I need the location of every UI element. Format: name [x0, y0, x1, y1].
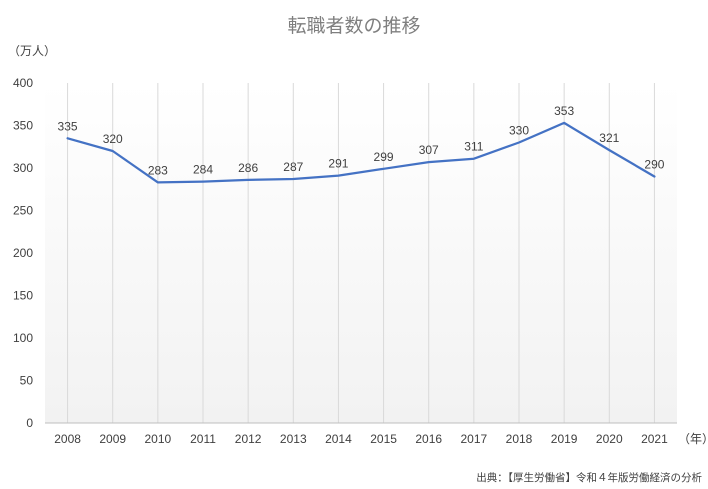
data-label: 320: [103, 132, 123, 146]
data-label: 290: [644, 158, 664, 172]
y-tick-label: 150: [13, 289, 33, 303]
data-label: 283: [148, 163, 168, 177]
data-label: 307: [419, 143, 439, 157]
x-tick-label: 2019: [551, 432, 578, 446]
y-tick-label: 350: [13, 119, 33, 133]
x-axis-unit-label: （年）: [678, 432, 708, 446]
y-tick-label: 100: [13, 331, 33, 345]
plot-background: [45, 83, 677, 423]
series-line: [66, 121, 656, 184]
x-tick-label: 2021: [641, 432, 668, 446]
data-label: 284: [193, 163, 213, 177]
data-label: 330: [509, 124, 529, 138]
x-tick-label: 2017: [461, 432, 488, 446]
x-tick-label: 2010: [145, 432, 172, 446]
x-tick-label: 2009: [99, 432, 126, 446]
source-note: 出典：【厚生労働省】令和４年版労働経済の分析: [476, 471, 702, 484]
y-tick-label: 250: [13, 204, 33, 218]
x-tick-label: 2015: [370, 432, 397, 446]
data-label: 286: [238, 161, 258, 175]
x-tick-label: 2020: [596, 432, 623, 446]
data-label: 291: [328, 157, 348, 171]
y-tick-label: 200: [13, 246, 33, 260]
x-tick-label: 2018: [506, 432, 533, 446]
data-label: 353: [554, 104, 574, 118]
x-tick-label: 2011: [190, 432, 216, 446]
data-label: 287: [283, 160, 303, 174]
data-label: 321: [599, 131, 619, 145]
data-label: 299: [374, 150, 394, 164]
y-axis-unit-label: （万人）: [8, 44, 56, 58]
data-label: 335: [58, 119, 78, 133]
x-tick-label: 2008: [54, 432, 81, 446]
y-tick-label: 0: [26, 416, 33, 430]
x-tick-label: 2013: [280, 432, 307, 446]
x-tick-label: 2016: [415, 432, 442, 446]
y-tick-label: 300: [13, 161, 33, 175]
y-tick-label: 50: [20, 374, 34, 388]
x-tick-label: 2014: [325, 432, 352, 446]
x-tick-label: 2012: [235, 432, 262, 446]
data-label: 311: [464, 140, 483, 154]
y-tick-label: 400: [13, 76, 33, 90]
plot-area: 0 50 100 150 200 250 300 350 400 2008 2009 2010 2011…: [13, 76, 677, 446]
chart-title: 転職者数の推移: [287, 15, 420, 37]
